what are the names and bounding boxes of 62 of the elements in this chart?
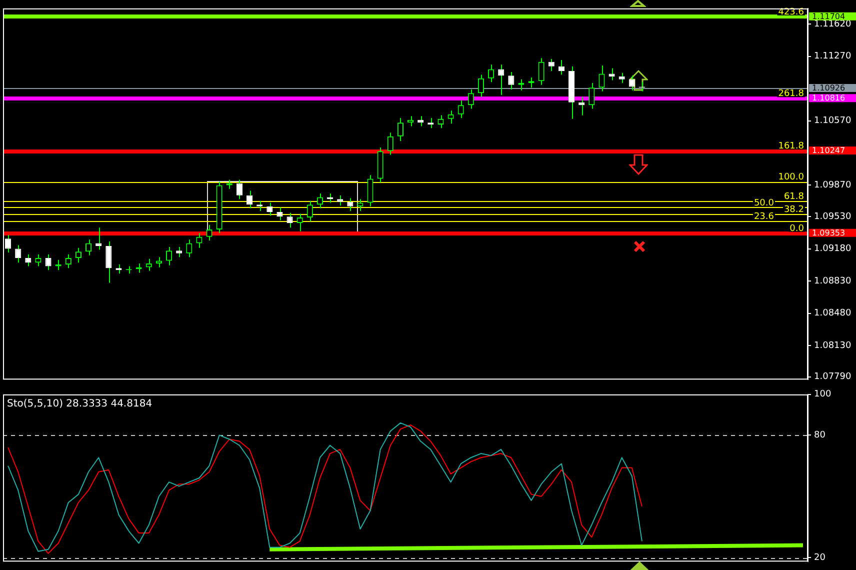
y-tick-label: 1.09180 bbox=[814, 244, 852, 254]
candlestick bbox=[176, 246, 182, 258]
candlestick bbox=[438, 114, 444, 129]
candlestick bbox=[468, 88, 474, 110]
y-tick-label: 1.09530 bbox=[814, 212, 852, 222]
candlestick bbox=[598, 65, 605, 92]
candlestick bbox=[186, 239, 192, 258]
candlestick bbox=[478, 74, 484, 98]
candlestick bbox=[15, 244, 22, 264]
candlestick bbox=[387, 132, 394, 156]
annotation: 0.0 bbox=[790, 224, 804, 234]
annotation: 161.8 bbox=[778, 142, 804, 152]
candlestick bbox=[25, 254, 32, 267]
candlestick bbox=[498, 64, 504, 96]
y-tick-label: 1.08130 bbox=[814, 340, 852, 351]
candlestick bbox=[548, 58, 554, 72]
annotation: 261.8 bbox=[778, 89, 804, 100]
ref-line-label: 1.10816 bbox=[812, 94, 846, 103]
y-tick-label: 1.08830 bbox=[814, 276, 852, 286]
ref-line-label: 1.11704 bbox=[812, 12, 846, 21]
ref-line-label: 1.10926 bbox=[812, 84, 846, 93]
chart-title: Sto(5,5,10) 28.3333 44.8184 bbox=[7, 398, 152, 410]
candlestick bbox=[35, 254, 42, 267]
candlestick bbox=[276, 206, 283, 221]
ref-line-label: 1.09353 bbox=[812, 228, 846, 238]
candlestick bbox=[508, 71, 514, 90]
ref-line-label: 1.10247 bbox=[812, 146, 846, 156]
candlestick bbox=[296, 213, 303, 232]
candlestick bbox=[106, 240, 112, 284]
y-tick-label: 1.10570 bbox=[814, 116, 852, 126]
candlestick bbox=[538, 58, 544, 86]
candlestick bbox=[618, 72, 625, 84]
candlestick bbox=[628, 75, 635, 91]
candlestick bbox=[448, 110, 454, 124]
annotation: 50.0 bbox=[754, 198, 774, 208]
y-tick-label: 80 bbox=[814, 430, 826, 441]
candlestick bbox=[306, 200, 313, 222]
candlestick bbox=[206, 224, 212, 242]
y-tick-label: 20 bbox=[814, 552, 826, 563]
annotation: 100.0 bbox=[778, 172, 804, 183]
annotation: 38.2 bbox=[784, 204, 804, 215]
y-tick-label: 1.11620 bbox=[814, 19, 852, 30]
candlestick bbox=[588, 82, 595, 110]
candlestick bbox=[367, 174, 374, 207]
candlestick bbox=[236, 179, 242, 200]
y-tick-label: 1.08480 bbox=[814, 308, 852, 319]
y-tick-label: 1.07790 bbox=[814, 372, 852, 382]
annotation: 23.6 bbox=[754, 212, 774, 222]
candlestick bbox=[166, 246, 172, 266]
candlestick bbox=[347, 198, 354, 212]
candlestick bbox=[45, 254, 52, 270]
candlestick bbox=[397, 118, 404, 142]
y-tick-label: 100 bbox=[814, 390, 832, 400]
candlestick bbox=[286, 212, 293, 228]
annotation: 61.8 bbox=[784, 192, 804, 202]
y-tick-label: 1.09870 bbox=[814, 180, 852, 191]
candlestick bbox=[246, 190, 253, 209]
candlestick bbox=[196, 232, 202, 248]
candlestick bbox=[337, 194, 344, 206]
candlestick bbox=[558, 59, 564, 76]
y-tick-label: 1.11270 bbox=[814, 52, 852, 62]
candlestick bbox=[266, 202, 273, 216]
